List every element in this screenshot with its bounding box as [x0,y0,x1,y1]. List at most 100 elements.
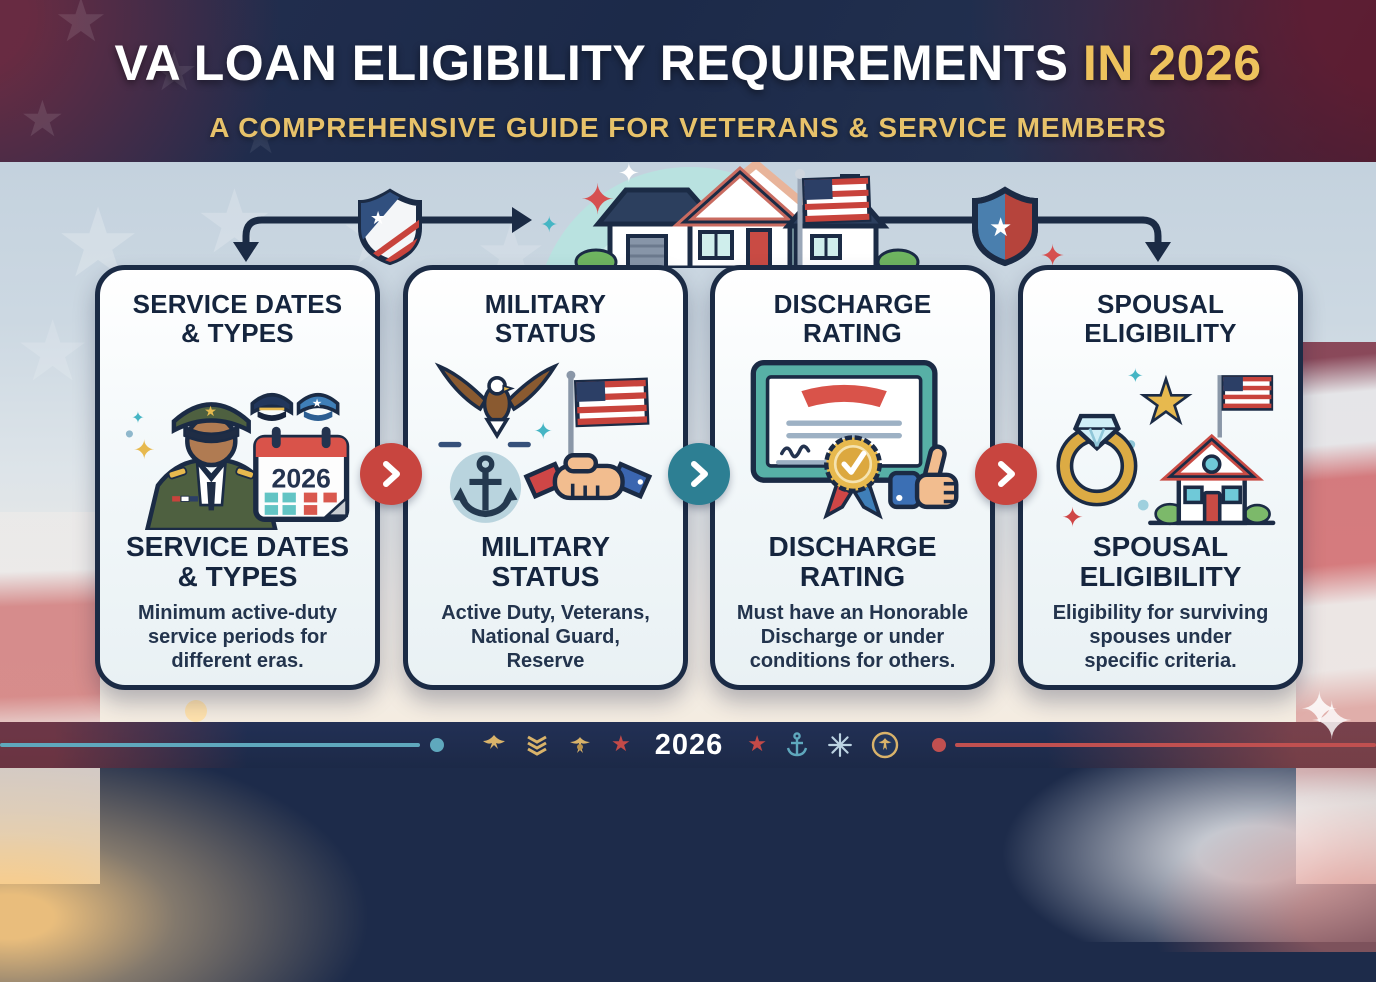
star-icon: ★ [1139,367,1192,436]
certificate-medal-thumbs-up-illustration [715,352,990,530]
desc-line: different eras. [171,650,304,673]
desc-line: Must have an Honorable [736,601,969,624]
svg-text:★: ★ [204,404,217,420]
svg-text:★: ★ [311,396,321,410]
next-chevron-red [360,443,422,505]
bokeh-dot [185,700,207,722]
desc-line: National Guard, [471,626,620,649]
card-subtitle: DISCHARGE RATING [715,531,990,593]
card-discharge-rating: DISCHARGE RATING [710,265,995,690]
card-subtitle-line: DISCHARGE [768,531,937,563]
card-title-line: & TYPES [181,318,294,349]
card-title: MILITARY STATUS [408,289,683,349]
calendar-2026-icon: 2026 [252,426,349,523]
rank-chevrons-icon [527,735,547,756]
footer-divider-teal [0,743,420,747]
desc-line: Reserve [506,650,585,673]
card-subtitle: SERVICE DATES & TYPES [100,531,375,593]
snowflake-icon [828,733,852,757]
card-title-line: STATUS [494,318,597,349]
winged-emblem-icon [570,737,590,753]
us-flag-icon [801,175,872,225]
desc-line: Active Duty, Veterans, [441,601,650,624]
house-icon [1147,434,1275,526]
star-shield-icon: ★ [972,186,1038,267]
star-icon: ★ [611,732,631,757]
svg-text:✦: ✦ [1061,503,1083,531]
card-subtitle-line: STATUS [491,561,600,593]
sparkle-icon: ✦ [618,162,640,189]
page-title-main: VA LOAN ELIGIBILITY REQUIREMENTS [114,35,1069,91]
sparkle-icon: ✦ [580,175,615,224]
page-subtitle: A COMPREHENSIVE GUIDE FOR VETERANS & SER… [209,112,1167,143]
card-title: DISCHARGE RATING [715,289,990,349]
soldier-hats-calendar-illustration: ✦ ✦ ★ ★ [100,352,375,533]
house-with-us-flag-illustration [544,162,920,268]
ring-star-flag-house-illustration: ✦ ✦ ★ [1023,352,1298,534]
card-title: SPOUSAL ELIGIBILITY [1023,289,1298,349]
footer-icons: ★ 2026 ★ [455,722,925,768]
us-flag-icon [1217,375,1273,438]
desc-line: spouses under [1089,626,1232,649]
medal-icon [822,435,883,520]
card-title: SERVICE DATES & TYPES [100,289,375,349]
desc-line: conditions for others. [749,650,956,673]
card-subtitle: MILITARY STATUS [408,531,683,593]
card-title-line: SERVICE DATES [132,289,343,319]
card-subtitle-line: MILITARY [480,531,611,563]
svg-text:✦: ✦ [1127,364,1143,387]
card-military-status: MILITARY STATUS ✦ [403,265,688,690]
connector-arrowheads [233,207,1171,262]
right-arrow-icon [512,207,532,233]
card-subtitle-line: SERVICE DATES [125,531,349,563]
card-title-line: SPOUSAL [1096,289,1225,319]
card-description: Eligibility for surviving spouses under … [1023,601,1298,674]
desc-line: Discharge or under [760,626,945,649]
svg-text:2026: 2026 [271,463,330,493]
handshake-icon [522,453,652,501]
card-subtitle-line: SPOUSAL [1092,531,1229,563]
footer-dot-teal [430,738,444,752]
anchor-icon [449,451,521,524]
certificate-icon [750,360,938,484]
desc-line: Eligibility for surviving [1052,601,1269,624]
desc-line: service periods for [148,626,327,649]
service-cap-icon: ★ [296,393,339,422]
card-subtitle: SPOUSAL ELIGIBILITY [1023,531,1298,593]
sparkle-icon: ✦ [540,213,558,238]
page-title-year: IN 2026 [1068,35,1262,91]
eagle-icon [483,735,505,749]
thumbs-up-icon [887,444,958,510]
flag-stripe-shield-icon: ★ [358,188,422,266]
us-flag-icon [565,370,649,460]
chevron-right-icon [691,461,708,487]
card-subtitle-line: RATING [799,561,906,593]
eagle-icon [434,362,559,440]
card-subtitle-line: ELIGIBILITY [1079,561,1242,593]
page-title: VA LOAN ELIGIBILITY REQUIREMENTS IN 2026 [0,34,1376,92]
star-icon: ★ [747,732,767,757]
card-title-line: RATING [803,318,902,349]
anchor-icon [786,732,808,757]
flow-diagram: ✦ ✦ ✦ ✦ ★ ★ [233,162,1171,274]
svg-text:✦: ✦ [533,419,552,445]
card-title-line: DISCHARGE [773,289,932,319]
desc-line: Minimum active-duty [138,601,337,624]
footer-bar: ★ 2026 ★ ✦ [0,692,1376,768]
eagle-flag-anchor-handshake-illustration: ✦ [408,352,683,530]
next-chevron-red [975,443,1037,505]
card-subtitle-line: & TYPES [177,561,298,593]
chevron-right-icon [998,461,1015,487]
round-badge-icon [871,731,899,759]
card-description: Must have an Honorable Discharge or unde… [715,601,990,674]
connector-lines [242,216,1162,250]
desc-line: specific criteria. [1084,650,1237,673]
footer-dot-red [932,738,946,752]
star-icon: ★ [989,213,1012,243]
card-spousal-eligibility: SPOUSAL ELIGIBILITY ✦ ✦ ★ [1018,265,1303,690]
card-title-line: ELIGIBILITY [1084,318,1237,349]
diamond-ring-icon [1055,414,1137,507]
star-icon: ★ [370,208,386,229]
card-description: Minimum active-duty service periods for … [100,601,375,674]
svg-text:✦: ✦ [132,435,154,466]
